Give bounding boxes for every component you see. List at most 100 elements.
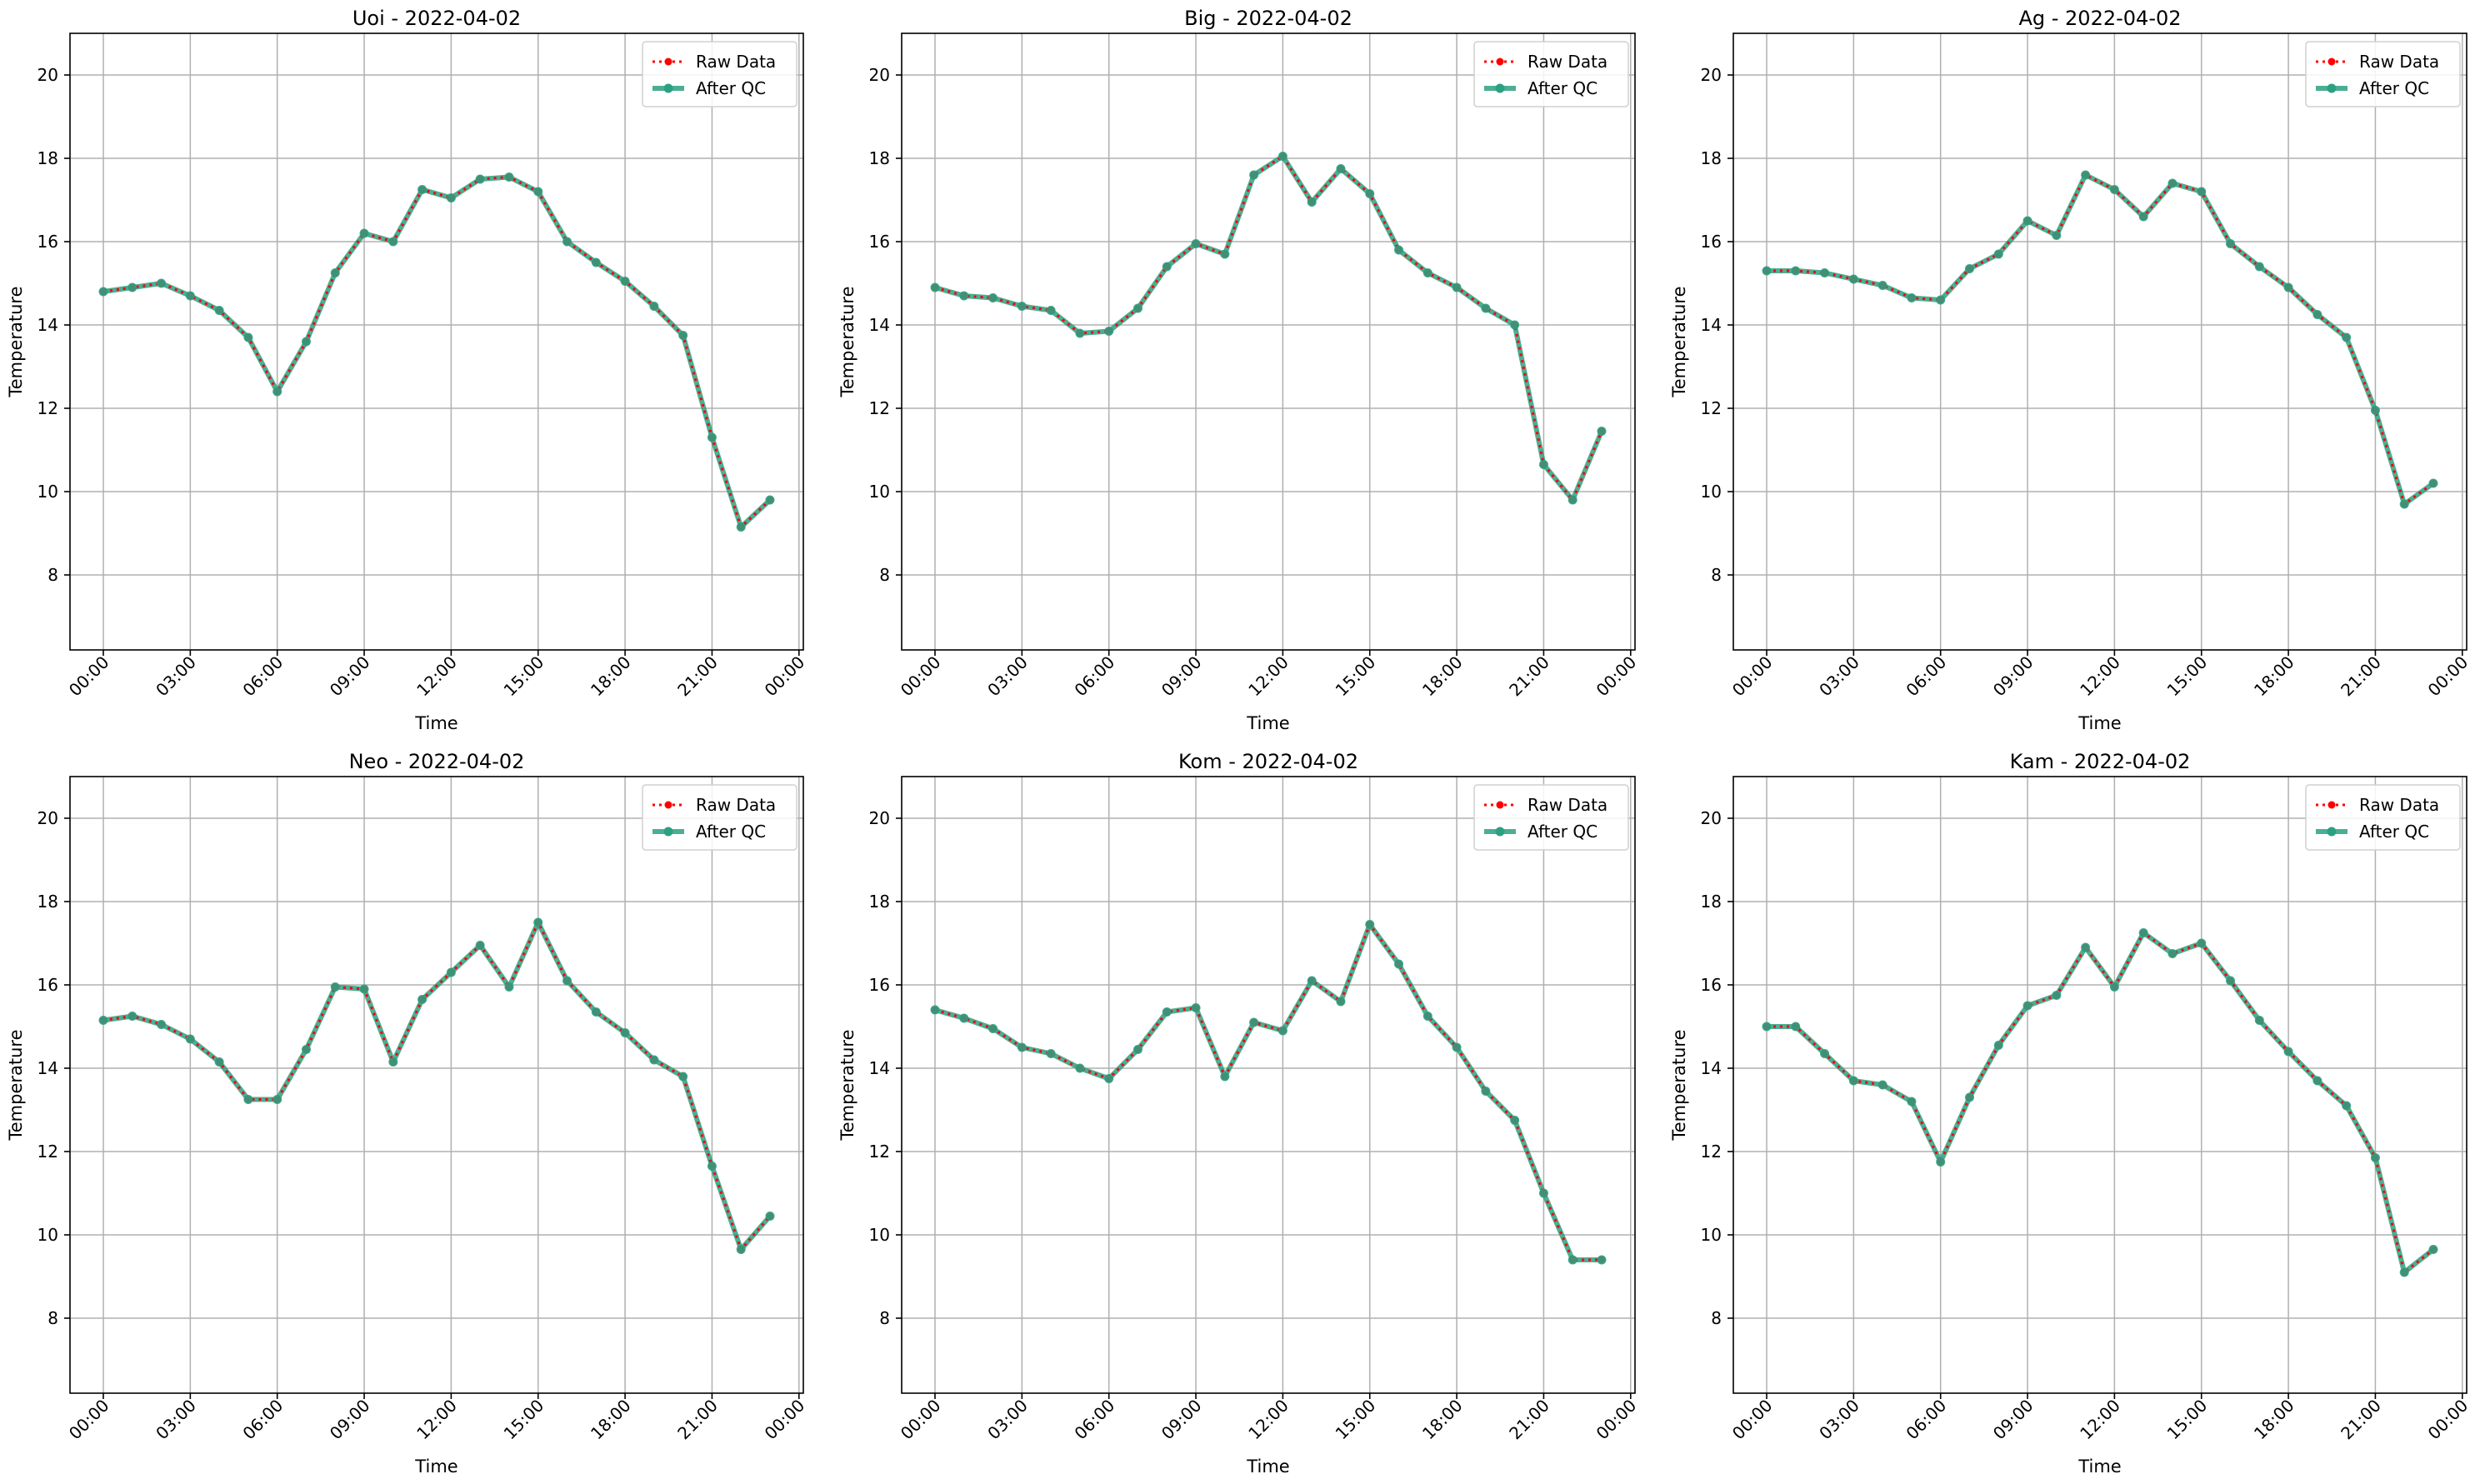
legend-label-after-qc: After QC (2359, 822, 2429, 842)
y-tick-label: 14 (38, 315, 58, 335)
point-after-qc (157, 1020, 167, 1029)
x-tick-label: 21:00 (1505, 1396, 1553, 1444)
point-after-qc (2138, 928, 2148, 937)
x-tick-label: 12:00 (412, 1396, 461, 1444)
point-after-qc (2081, 942, 2091, 952)
x-tick-label: 03:00 (152, 1396, 200, 1444)
point-after-qc (736, 522, 746, 532)
y-tick-label: 16 (38, 975, 58, 995)
y-tick-label: 8 (1711, 565, 1722, 585)
point-after-qc (1820, 1049, 1830, 1058)
series-line-raw-data (934, 922, 1602, 1262)
legend-label-after-qc: After QC (1528, 822, 1598, 842)
legend-marker-raw-data (2328, 57, 2336, 66)
legend-label-raw-data: Raw Data (696, 52, 776, 72)
legend: Raw Data After QC (2305, 41, 2461, 107)
x-tick-label: 00:00 (1592, 1396, 1641, 1444)
y-tick-label: 20 (869, 65, 890, 85)
point-after-qc (591, 1007, 601, 1017)
point-after-qc (1162, 1007, 1172, 1017)
x-tick-label: 00:00 (761, 1396, 809, 1444)
y-tick-label: 12 (1701, 398, 1722, 418)
point-after-qc (2254, 1016, 2264, 1025)
x-axis-label: Time (2078, 713, 2121, 733)
point-after-qc (1307, 197, 1317, 207)
point-after-qc (533, 917, 543, 927)
y-tick-label: 20 (869, 808, 890, 828)
x-tick-label: 21:00 (2337, 652, 2385, 701)
point-after-qc (388, 1057, 398, 1067)
x-tick-label: 21:00 (673, 1396, 722, 1444)
point-after-qc (272, 387, 282, 397)
point-after-qc (1162, 262, 1172, 272)
point-after-qc (1964, 1092, 1974, 1102)
x-tick-label: 18:00 (587, 1396, 635, 1444)
point-after-qc (504, 172, 514, 182)
x-tick-label: 15:00 (2163, 652, 2212, 701)
x-axis-label: Time (1246, 713, 1289, 733)
point-after-qc (1104, 1074, 1114, 1083)
y-axis-label: Temperature (838, 1029, 858, 1141)
point-after-qc (2283, 282, 2293, 292)
legend-marker-raw-data (1496, 57, 1504, 66)
x-axis-label: Time (414, 1457, 458, 1477)
point-after-qc (475, 174, 485, 184)
y-tick-label: 16 (1701, 232, 1722, 252)
y-tick-label: 10 (1701, 482, 1722, 502)
point-after-qc (1422, 1012, 1432, 1021)
point-after-qc (1249, 1017, 1259, 1027)
legend: Raw Data After QC (1473, 41, 1629, 107)
y-tick-label: 18 (38, 892, 58, 912)
y-tick-label: 16 (38, 232, 58, 252)
point-after-qc (446, 193, 456, 202)
point-after-qc (2052, 991, 2062, 1000)
point-after-qc (272, 1095, 282, 1104)
chart-title: Kam - 2022-04-02 (2010, 750, 2191, 773)
y-axis-label: Temperature (6, 1029, 26, 1141)
series-line-raw-data (102, 919, 772, 1252)
x-tick-label: 21:00 (2337, 1396, 2385, 1444)
series-line-raw-data (102, 175, 772, 530)
point-after-qc (388, 237, 398, 247)
x-tick-label: 15:00 (500, 1396, 548, 1444)
x-axis-label: Time (1246, 1457, 1289, 1477)
grid (70, 33, 803, 650)
point-after-qc (1597, 427, 1607, 436)
point-after-qc (1452, 282, 1462, 292)
point-after-qc (1538, 1188, 1548, 1198)
point-after-qc (1046, 306, 1056, 315)
point-after-qc (959, 1013, 969, 1023)
point-after-qc (1878, 281, 1888, 290)
point-after-qc (1568, 1255, 1578, 1265)
point-after-qc (1481, 303, 1491, 313)
y-tick-label: 10 (869, 482, 890, 502)
legend: Raw Data After QC (1473, 784, 1629, 851)
x-tick-label: 06:00 (1071, 1396, 1119, 1444)
point-after-qc (1510, 320, 1520, 330)
point-after-qc (1336, 997, 1346, 1007)
point-after-qc (562, 976, 572, 986)
point-after-qc (243, 1095, 253, 1104)
point-after-qc (330, 268, 340, 277)
y-tick-label: 20 (38, 65, 58, 85)
x-axis-label: Time (2078, 1457, 2121, 1477)
point-after-qc (2312, 1076, 2322, 1086)
x-tick-label: 18:00 (1418, 652, 1467, 701)
y-tick-label: 8 (879, 1308, 890, 1328)
point-after-qc (98, 1016, 108, 1025)
point-after-qc (359, 984, 369, 994)
y-tick-label: 12 (1701, 1142, 1722, 1162)
axes-frame (1732, 32, 2468, 651)
axes-frame (1732, 776, 2468, 1394)
point-after-qc (2226, 239, 2236, 248)
chart-panel: 8 10 12 14 16 18 20 00:00 03:00 06:00 09:00 12:00 15… (838, 7, 1640, 733)
point-after-qc (418, 185, 428, 194)
point-after-qc (1278, 1026, 1288, 1036)
y-tick-label: 16 (1701, 975, 1722, 995)
legend: Raw Data After QC (2305, 784, 2461, 851)
point-after-qc (1762, 266, 1772, 276)
legend-marker-after-qc (1495, 827, 1505, 837)
chart-panel: 8 10 12 14 16 18 20 00:00 03:00 06:00 09:00 12:00 15… (6, 750, 808, 1477)
y-tick-label: 8 (1711, 1308, 1722, 1328)
point-after-qc (2428, 478, 2438, 488)
